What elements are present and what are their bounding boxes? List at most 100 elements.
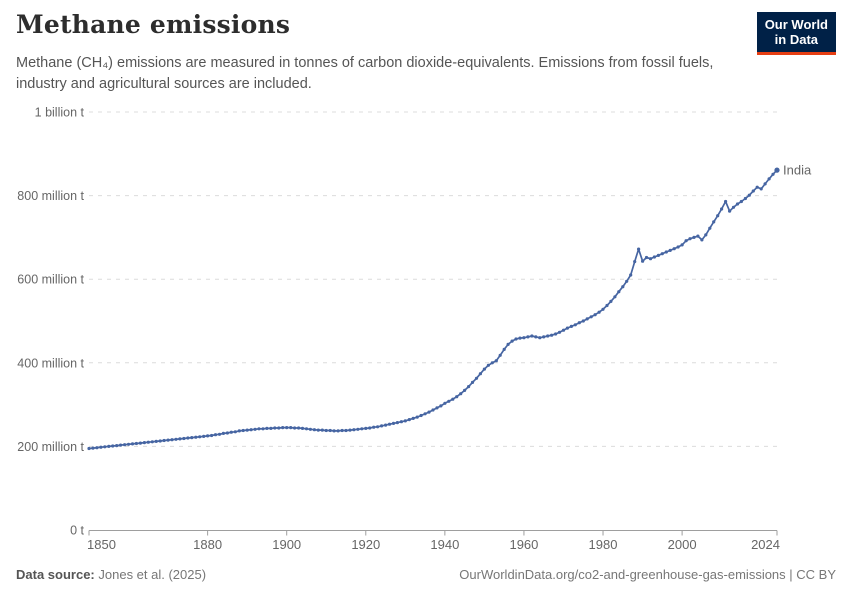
- data-point[interactable]: [747, 193, 751, 197]
- data-point[interactable]: [356, 427, 360, 431]
- data-point[interactable]: [498, 353, 502, 357]
- data-point[interactable]: [542, 335, 546, 339]
- data-point[interactable]: [229, 430, 233, 434]
- data-point[interactable]: [304, 427, 309, 431]
- data-point[interactable]: [613, 295, 617, 299]
- data-point[interactable]: [380, 424, 384, 428]
- data-point[interactable]: [210, 433, 214, 438]
- data-point[interactable]: [712, 220, 716, 224]
- data-point[interactable]: [439, 404, 443, 408]
- data-point[interactable]: [684, 239, 688, 243]
- data-point[interactable]: [443, 401, 447, 405]
- data-point[interactable]: [411, 416, 415, 420]
- data-point[interactable]: [724, 199, 728, 204]
- data-point[interactable]: [217, 432, 222, 436]
- data-point[interactable]: [241, 428, 245, 433]
- data-point[interactable]: [577, 321, 581, 325]
- data-point[interactable]: [641, 259, 645, 263]
- data-point[interactable]: [573, 323, 577, 327]
- data-point[interactable]: [625, 279, 629, 283]
- data-line[interactable]: [88, 169, 778, 450]
- data-point[interactable]: [601, 307, 605, 311]
- data-point[interactable]: [502, 347, 506, 351]
- data-point[interactable]: [403, 419, 407, 423]
- data-point[interactable]: [384, 423, 388, 427]
- data-point[interactable]: [289, 426, 293, 430]
- data-point[interactable]: [514, 337, 518, 341]
- data-point[interactable]: [182, 436, 186, 441]
- data-point[interactable]: [447, 399, 451, 403]
- data-point[interactable]: [91, 446, 95, 450]
- data-point[interactable]: [111, 444, 115, 448]
- data-point[interactable]: [395, 421, 399, 425]
- data-point[interactable]: [257, 427, 261, 431]
- data-point[interactable]: [617, 290, 621, 294]
- data-point[interactable]: [328, 428, 332, 433]
- data-point[interactable]: [774, 167, 780, 173]
- data-point[interactable]: [490, 361, 494, 365]
- data-point[interactable]: [162, 438, 166, 443]
- data-point[interactable]: [158, 439, 162, 443]
- data-point[interactable]: [344, 428, 348, 433]
- data-point[interactable]: [142, 441, 146, 445]
- data-point[interactable]: [755, 185, 759, 189]
- data-point[interactable]: [696, 234, 700, 238]
- data-point[interactable]: [126, 442, 131, 446]
- data-point[interactable]: [99, 445, 103, 449]
- data-point[interactable]: [739, 199, 744, 204]
- data-point[interactable]: [609, 299, 613, 303]
- attribution-link[interactable]: OurWorldinData.org/co2-and-greenhouse-ga…: [459, 567, 836, 582]
- data-point[interactable]: [565, 326, 570, 330]
- data-point[interactable]: [759, 187, 763, 191]
- data-point[interactable]: [569, 324, 574, 328]
- data-point[interactable]: [720, 207, 724, 211]
- data-point[interactable]: [293, 426, 297, 430]
- data-point[interactable]: [285, 426, 289, 430]
- data-point[interactable]: [451, 397, 455, 401]
- data-point[interactable]: [194, 435, 198, 439]
- data-point[interactable]: [332, 429, 336, 433]
- data-point[interactable]: [735, 202, 740, 206]
- data-point[interactable]: [637, 247, 641, 251]
- data-point[interactable]: [387, 422, 392, 426]
- series-label-india[interactable]: India: [783, 163, 812, 178]
- data-point[interactable]: [597, 310, 601, 314]
- data-point[interactable]: [459, 392, 463, 396]
- data-point[interactable]: [763, 182, 767, 186]
- data-point[interactable]: [269, 426, 273, 430]
- data-point[interactable]: [308, 427, 312, 431]
- data-point[interactable]: [431, 408, 435, 412]
- data-point[interactable]: [423, 412, 427, 416]
- data-point[interactable]: [134, 441, 138, 446]
- data-point[interactable]: [680, 243, 684, 247]
- data-point[interactable]: [455, 395, 459, 399]
- data-point[interactable]: [751, 189, 755, 193]
- data-point[interactable]: [463, 388, 467, 392]
- data-point[interactable]: [150, 440, 154, 444]
- data-point[interactable]: [237, 429, 241, 433]
- data-point[interactable]: [376, 425, 380, 429]
- data-point[interactable]: [265, 426, 269, 430]
- data-point[interactable]: [399, 420, 403, 424]
- data-point[interactable]: [221, 431, 225, 435]
- data-point[interactable]: [522, 336, 526, 340]
- data-point[interactable]: [767, 177, 771, 181]
- data-point[interactable]: [213, 433, 218, 437]
- data-point[interactable]: [728, 209, 732, 213]
- data-point[interactable]: [486, 363, 490, 367]
- data-point[interactable]: [538, 336, 542, 340]
- data-point[interactable]: [352, 428, 356, 432]
- data-point[interactable]: [633, 260, 637, 264]
- data-point[interactable]: [253, 427, 257, 431]
- data-point[interactable]: [320, 428, 324, 432]
- data-point[interactable]: [526, 335, 530, 339]
- data-point[interactable]: [557, 330, 562, 334]
- data-point[interactable]: [652, 255, 657, 259]
- data-point[interactable]: [474, 376, 479, 380]
- data-point[interactable]: [300, 426, 305, 430]
- data-point[interactable]: [470, 380, 475, 384]
- data-point[interactable]: [316, 428, 320, 432]
- data-point[interactable]: [391, 421, 396, 425]
- data-point[interactable]: [154, 439, 158, 443]
